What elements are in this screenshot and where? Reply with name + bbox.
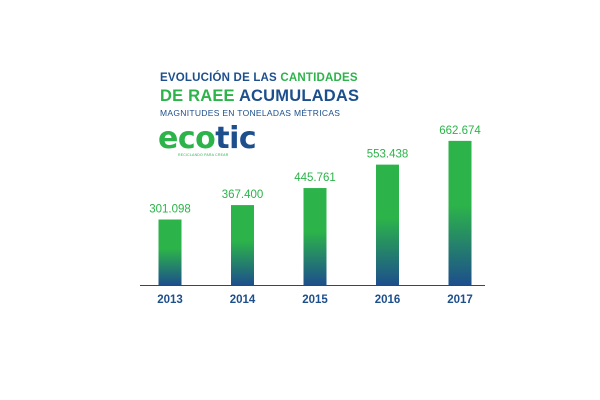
- bars-group: [158, 140, 472, 285]
- x-tick-labels-group: 2013 2014 2015 2016 2017: [157, 294, 473, 306]
- title-line-2: DE RAEE ACUMULADAS: [160, 87, 460, 106]
- x-tick-label-2015: 2015: [302, 294, 328, 306]
- x-tick-label-2016: 2016: [375, 294, 401, 306]
- value-labels-group: 301.098 367.400 445.761 553.438 662.674: [149, 125, 481, 216]
- bar-2015: [303, 188, 327, 285]
- title-line-1: EVOLUCIÓN DE LAS CANTIDADES: [160, 71, 460, 86]
- bar-2013: [158, 219, 182, 285]
- logo-wordmark: ecotic: [158, 121, 257, 156]
- title-line-1-highlight: CANTIDADES: [280, 72, 358, 84]
- title-line-2-highlight: DE RAEE: [160, 87, 235, 105]
- logo-tagline: RECICLANDO PARA CREAR: [178, 153, 229, 157]
- chart-title-block: EVOLUCIÓN DE LAS CANTIDADES DE RAEE ACUM…: [160, 71, 460, 119]
- value-label-2015: 445.761: [294, 172, 336, 184]
- value-label-2013: 301.098: [149, 204, 191, 216]
- value-label-2016: 553.438: [367, 149, 409, 161]
- bar-2016: [376, 164, 399, 285]
- logo-part-tic: tic: [215, 121, 257, 156]
- x-tick-label-2013: 2013: [157, 294, 183, 306]
- ecotic-logo: ecotic RECICLANDO PARA CREAR: [158, 121, 257, 158]
- x-tick-label-2014: 2014: [230, 294, 256, 306]
- value-label-2014: 367.400: [222, 189, 264, 201]
- x-tick-label-2017: 2017: [447, 294, 473, 306]
- title-line-1-prefix: EVOLUCIÓN DE LAS: [160, 72, 277, 84]
- logo-part-eco: eco: [158, 121, 216, 156]
- title-line-2-rest: ACUMULADAS: [238, 87, 360, 105]
- chart-subtitle: MAGNITUDES EN TONELADAS MÉTRICAS: [160, 108, 341, 118]
- value-label-2017: 662.674: [439, 125, 481, 137]
- bar-2017: [448, 140, 472, 285]
- bar-2014: [231, 205, 254, 285]
